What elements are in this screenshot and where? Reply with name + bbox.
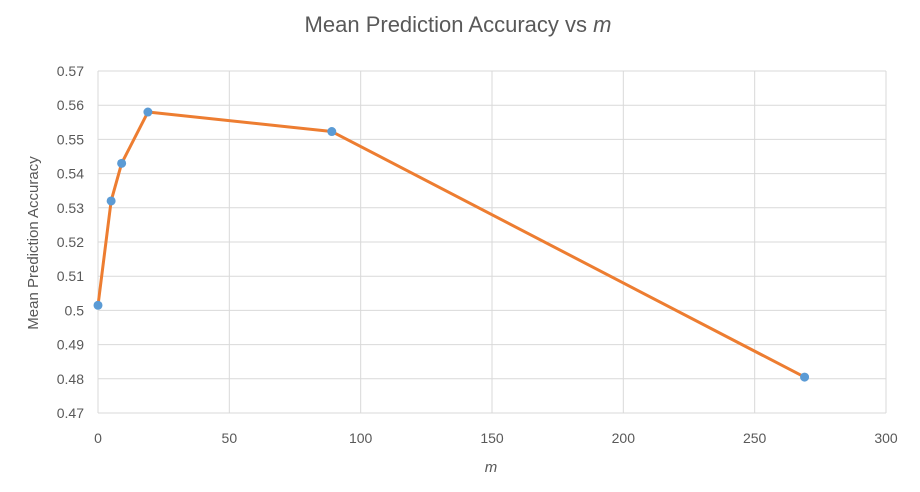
- y-tick-label: 0.49: [57, 337, 84, 353]
- x-tick-label: 150: [480, 430, 504, 446]
- x-tick-label: 300: [874, 430, 898, 446]
- y-tick-label: 0.5: [65, 302, 85, 318]
- data-point: [327, 127, 337, 137]
- data-point: [117, 158, 127, 168]
- data-point: [93, 300, 103, 310]
- y-tick-label: 0.48: [57, 371, 84, 387]
- gridlines: [97, 70, 887, 414]
- series-line: [96, 110, 807, 379]
- y-tick-label: 0.56: [57, 97, 84, 113]
- x-tick-label: 0: [94, 430, 102, 446]
- y-tick-label: 0.47: [57, 405, 84, 421]
- y-tick-label: 0.51: [57, 268, 84, 284]
- x-tick-label: 50: [222, 430, 238, 446]
- x-tick-label: 250: [743, 430, 767, 446]
- x-axis-label: m: [485, 459, 498, 476]
- data-point: [106, 196, 116, 206]
- y-axis-ticks: 0.47 0.48 0.49 0.5 0.51 0.52 0.53 0.54 0.55 0.56 0…: [57, 63, 84, 421]
- y-tick-label: 0.54: [57, 166, 84, 182]
- series-group: [93, 107, 810, 382]
- x-tick-label: 100: [349, 430, 373, 446]
- y-tick-label: 0.55: [57, 131, 84, 147]
- y-tick-label: 0.57: [57, 63, 84, 79]
- x-tick-label: 200: [612, 430, 636, 446]
- data-point: [143, 107, 153, 117]
- x-axis-ticks: 0 50 100 150 200 250 300: [94, 430, 898, 446]
- chart-title: Mean Prediction Accuracy vs m: [305, 12, 612, 37]
- y-tick-label: 0.52: [57, 234, 84, 250]
- data-point: [800, 372, 810, 382]
- y-axis-label: Mean Prediction Accuracy: [25, 156, 42, 330]
- y-tick-label: 0.53: [57, 200, 84, 216]
